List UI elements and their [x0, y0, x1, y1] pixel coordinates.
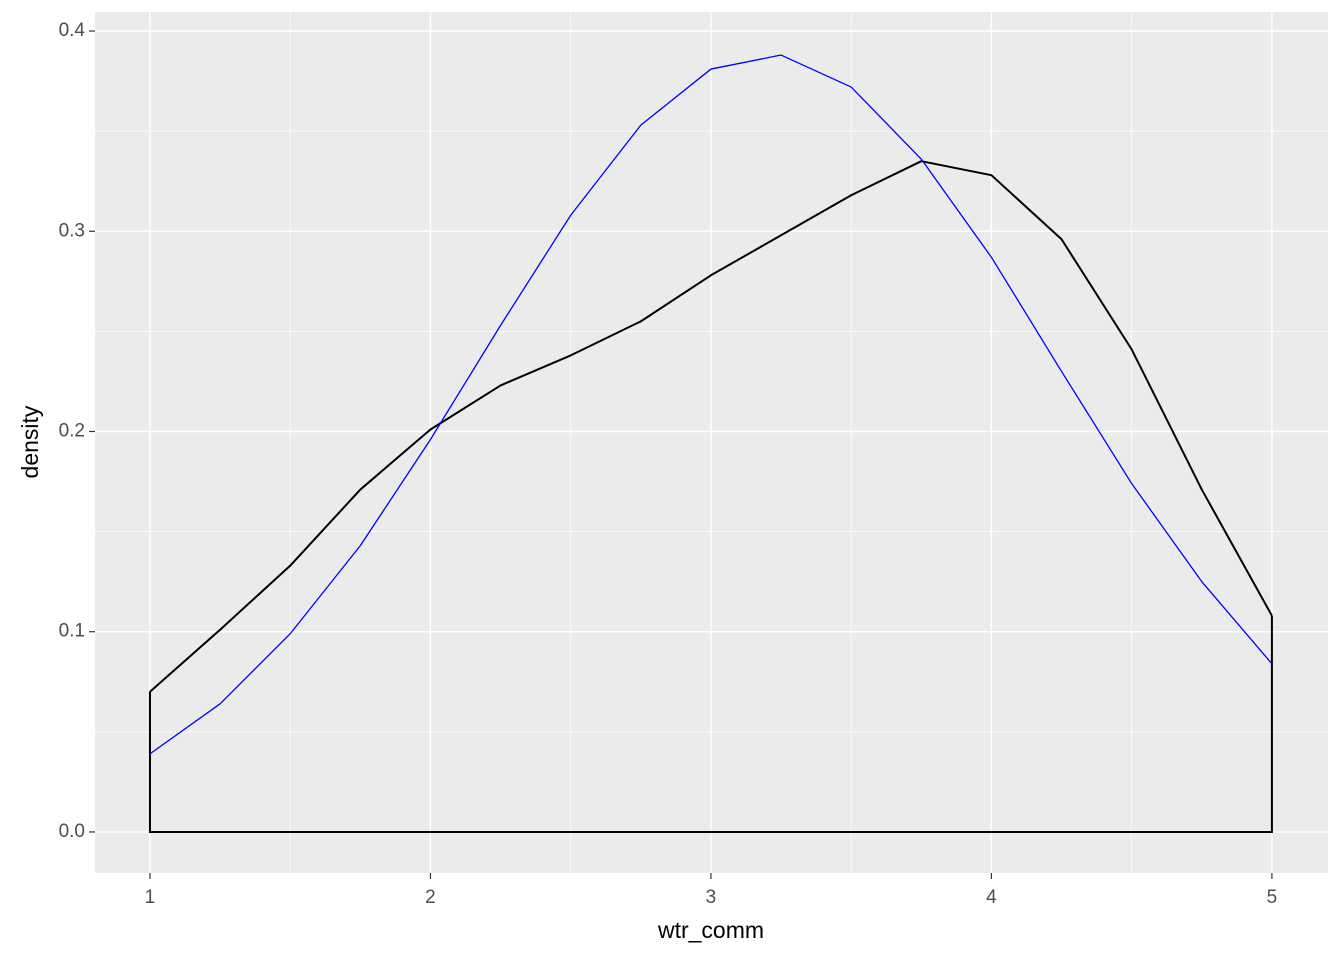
x-tick-label: 1 [145, 887, 156, 908]
x-axis-title: wtr_comm [657, 917, 764, 943]
y-tick-label: 0.1 [59, 621, 85, 642]
density-curve [149, 160, 1273, 693]
y-tick-label: 0.3 [59, 220, 85, 241]
y-tick-label: 0.0 [59, 821, 85, 842]
x-tick-label: 3 [706, 887, 717, 908]
density-curve [149, 54, 1273, 755]
x-tick-label: 4 [986, 887, 997, 908]
y-axis-title: density [17, 405, 43, 478]
density-outline-base [148, 615, 1273, 833]
axes: 1 2 3 4 5 0.0 0.1 0.2 0.3 0.4 [59, 20, 1278, 908]
y-tick-label: 0.2 [59, 421, 85, 442]
marks [148, 54, 1273, 833]
x-tick-label: 5 [1267, 887, 1278, 908]
x-tick-label: 2 [425, 887, 436, 908]
y-tick-label: 0.4 [59, 20, 86, 41]
